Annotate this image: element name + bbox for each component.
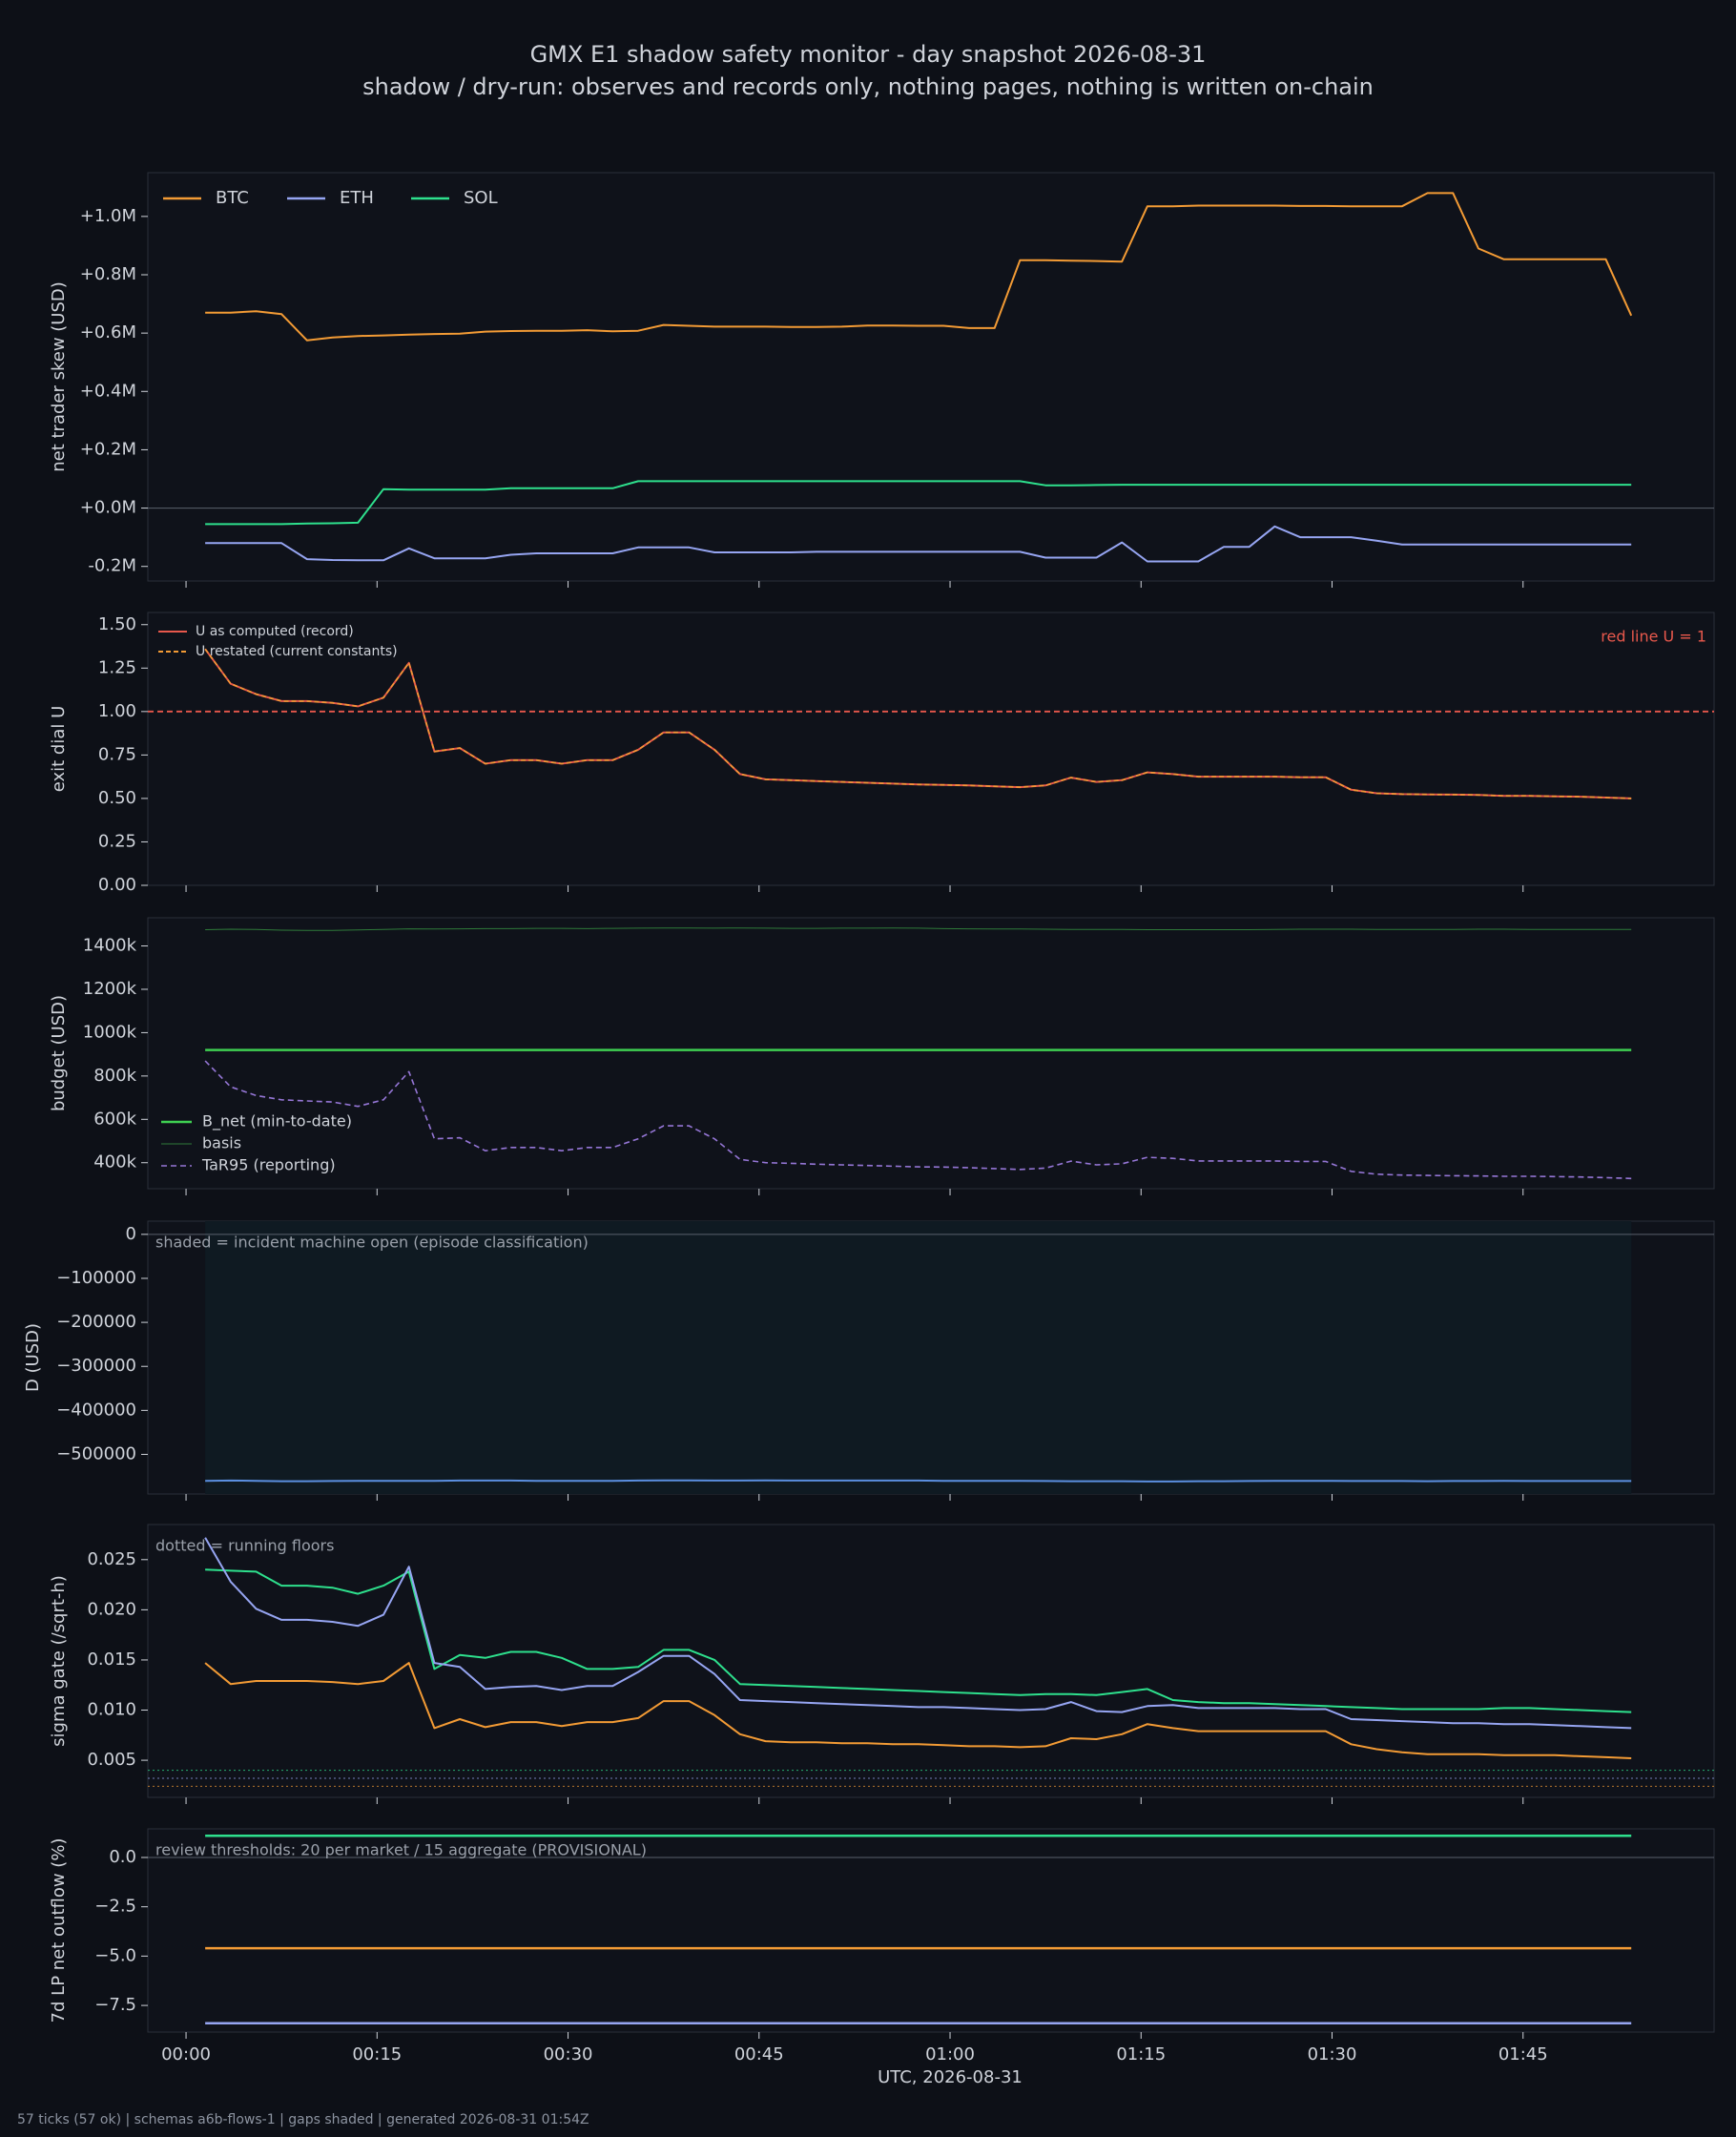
panel-skew [141, 172, 1715, 588]
y-tick-label: 1200k [83, 979, 137, 999]
y-tick-label: 0 [126, 1224, 136, 1244]
y-tick-label: −300000 [56, 1356, 136, 1376]
chart-title: GMX E1 shadow safety monitor - day snaps… [529, 41, 1207, 68]
legend-label: basis [202, 1134, 241, 1152]
footer-status: 57 ticks (57 ok) | schemas a6b-flows-1 |… [17, 2112, 589, 2127]
panel-drawdown [141, 1220, 1715, 1501]
y-tick-label: −7.5 [94, 1995, 136, 2015]
y-axis-label: net trader skew (USD) [49, 281, 69, 472]
x-axis-label: UTC, 2026-08-31 [878, 2067, 1023, 2087]
y-tick-label: −5.0 [94, 1945, 136, 1965]
y-tick-label: −200000 [56, 1312, 136, 1332]
y-tick-label: 0.025 [87, 1549, 136, 1569]
panel-frame [147, 1828, 1715, 2033]
panel-frame [147, 612, 1715, 886]
series-line-sol [205, 480, 1632, 526]
y-tick-label: 1.50 [98, 614, 136, 634]
series-line-basis [205, 927, 1632, 931]
y-tick-label: −500000 [56, 1443, 136, 1463]
y-tick-label: 600k [93, 1109, 136, 1129]
x-tick-label: 00:30 [544, 2044, 593, 2064]
y-tick-label: 400k [93, 1152, 136, 1172]
legend-label: SOL [464, 188, 498, 208]
x-tick-label: 01:45 [1498, 2044, 1548, 2064]
panel-lp [141, 1828, 1715, 2039]
incident-shade [205, 1221, 1632, 1494]
panel-frame [147, 917, 1715, 1190]
y-tick-label: 0.50 [98, 788, 136, 808]
panel-exit [141, 612, 1715, 892]
series-line-tar95-reporting- [204, 1060, 1632, 1180]
panel-annotation: shaded = incident machine open (episode … [155, 1234, 589, 1252]
panel-annotation: review thresholds: 20 per market / 15 ag… [155, 1841, 647, 1859]
legend-label: U as computed (record) [196, 624, 354, 639]
panel-budget [141, 917, 1715, 1195]
y-tick-label: 0.00 [98, 875, 136, 895]
y-axis-label: sigma gate (/sqrt-h) [49, 1575, 69, 1747]
x-tick-label: 00:45 [734, 2044, 784, 2064]
series-line-btc [205, 192, 1633, 342]
y-axis-label: budget (USD) [49, 995, 69, 1111]
y-tick-label: 0.005 [87, 1750, 136, 1770]
y-tick-label: −400000 [56, 1400, 136, 1420]
y-tick-label: +0.2M [80, 439, 136, 459]
y-axis-label: D (USD) [23, 1323, 43, 1392]
legend-label: ETH [340, 188, 374, 208]
y-tick-label: 1000k [83, 1022, 137, 1042]
y-tick-label: −100000 [56, 1268, 136, 1288]
y-tick-label: 1.00 [98, 701, 136, 721]
y-tick-label: 0.0 [109, 1847, 136, 1867]
x-tick-label: 00:00 [161, 2044, 211, 2064]
y-tick-label: -0.2M [88, 556, 136, 576]
y-tick-label: 800k [93, 1066, 136, 1086]
y-tick-label: 1400k [83, 936, 137, 956]
x-tick-label: 01:00 [925, 2044, 975, 2064]
legend-label: TaR95 (reporting) [201, 1156, 336, 1174]
panel-annotation: dotted = running floors [155, 1537, 334, 1555]
y-tick-label: 1.25 [98, 657, 136, 677]
x-tick-label: 01:30 [1308, 2044, 1357, 2064]
y-tick-label: +0.4M [80, 381, 136, 401]
series-line-eth [205, 525, 1632, 563]
legend-label: U restated (current constants) [196, 644, 398, 659]
series-line-exit-1 [204, 648, 1632, 799]
y-axis-label: 7d LP net outflow (%) [49, 1838, 69, 2023]
y-axis-label: exit dial U [49, 706, 69, 793]
panel-frame [147, 172, 1715, 582]
y-tick-label: 0.25 [98, 831, 136, 851]
red-line-label: red line U = 1 [1601, 628, 1706, 646]
x-tick-label: 00:15 [352, 2044, 402, 2064]
title-block: GMX E1 shadow safety monitor - day snaps… [0, 38, 1736, 103]
legend-label: B_net (min-to-date) [202, 1112, 352, 1131]
panel-sigma [141, 1524, 1715, 1804]
series-line-drawdown-0 [205, 1479, 1632, 1483]
y-tick-label: 0.75 [98, 744, 136, 764]
y-tick-label: +1.0M [80, 206, 136, 226]
y-tick-label: 0.010 [87, 1700, 136, 1720]
series-line-sigma-1 [204, 1537, 1632, 1730]
panel-frame [147, 1524, 1715, 1798]
y-tick-label: +0.6M [80, 322, 136, 342]
series-line-sigma-2 [204, 1662, 1632, 1759]
y-tick-label: −2.5 [94, 1897, 136, 1917]
chart-subtitle: shadow / dry-run: observes and records o… [362, 73, 1374, 100]
y-tick-label: +0.0M [80, 498, 136, 518]
y-tick-label: +0.8M [80, 264, 136, 284]
y-tick-label: 0.020 [87, 1599, 136, 1619]
legend-label: BTC [216, 188, 249, 208]
y-tick-label: 0.015 [87, 1649, 136, 1670]
x-tick-label: 01:15 [1116, 2044, 1166, 2064]
